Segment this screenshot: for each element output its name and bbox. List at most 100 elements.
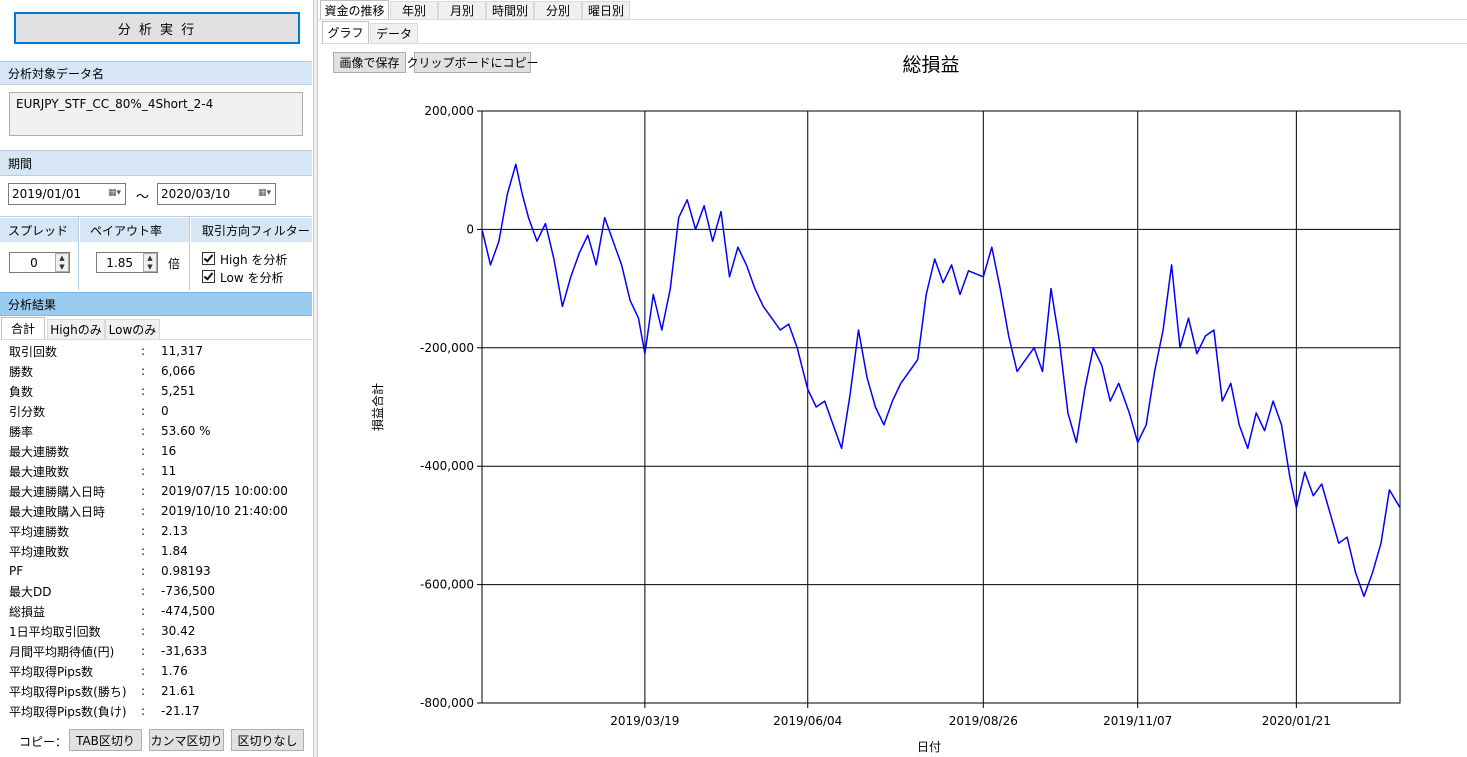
result-separator: : [141,444,146,458]
copy-tab-button[interactable]: TAB区切り [69,729,142,751]
y-tick-label: 0 [466,222,474,236]
result-row: 最大連敗購入日時: 2019/10/10 21:40:00 [9,501,288,521]
date-from-field[interactable]: 2019/01/01 ▦▾ [8,183,126,205]
y-tick-label: -800,000 [420,696,474,710]
result-value: -31,633 [161,644,208,658]
spread-header: スプレッド [0,218,78,242]
y-tick-label: -200,000 [420,341,474,355]
filter-low-label: Low を分析 [220,271,284,285]
filter-high-label: High を分析 [220,253,288,267]
payout-header: ペイアウト率 [80,218,189,242]
result-value: 5,251 [161,384,196,398]
date-to-field[interactable]: 2020/03/10 ▦▾ [157,183,276,205]
tab-balance[interactable]: 資金の推移 [320,0,389,19]
result-value: 2019/10/10 21:40:00 [161,504,288,518]
result-value: 1.76 [161,664,188,678]
panel-splitter[interactable] [313,0,318,757]
filter-low-checkbox[interactable]: Low を分析 [202,269,283,286]
result-separator: : [141,644,146,658]
y-tick-label: 200,000 [424,104,474,118]
result-value: 11,317 [161,344,203,358]
run-analysis-button[interactable]: 分 析 実 行 [14,12,300,44]
result-value: 2019/07/15 10:00:00 [161,484,288,498]
result-row: 負数: 5,251 [9,381,195,401]
period-tilde: ～ [136,190,150,205]
payout-stepper[interactable]: ▲ ▼ [143,253,157,272]
result-label: 月間平均期待値(円) [9,644,115,659]
subtab-graph[interactable]: グラフ [322,21,369,43]
result-row: 平均取得Pips数(負け): -21.17 [9,701,200,721]
data-name-field[interactable]: EURJPY_STF_CC_80%_4Short_2-4 [9,92,303,136]
result-value: -736,500 [161,584,215,598]
divider [189,216,190,290]
spread-input[interactable]: 0 [9,252,70,273]
result-label: 1日平均取引回数 [9,624,101,639]
checkbox-checked-icon[interactable] [202,270,215,283]
result-value: 1.84 [161,544,188,558]
tab-yearly[interactable]: 年別 [390,1,438,19]
result-tab-low[interactable]: Lowのみ [105,319,160,339]
result-separator: : [141,384,146,398]
result-value: 0 [161,404,169,418]
result-row: 勝率: 53.60 % [9,421,211,441]
checkbox-checked-icon[interactable] [202,252,215,265]
copy-none-button[interactable]: 区切りなし [231,729,304,751]
result-value: -474,500 [161,604,215,618]
result-separator: : [141,544,146,558]
x-tick-label: 2019/06/04 [773,714,842,728]
result-separator: : [141,464,146,478]
spread-stepper[interactable]: ▲ ▼ [55,253,69,272]
payout-value: 1.85 [106,255,133,270]
result-tab-total[interactable]: 合計 [1,317,45,339]
y-tick-label: -600,000 [420,578,474,592]
result-separator: : [141,704,146,718]
date-to-value: 2020/03/10 [161,187,231,201]
result-row: 平均取得Pips数(勝ち): 21.61 [9,681,195,701]
tab-underline [0,339,312,340]
result-separator: : [141,344,146,358]
copy-clipboard-button[interactable]: クリップボードにコピー [407,52,539,73]
tab-monthly[interactable]: 月別 [438,1,486,19]
result-separator: : [141,584,146,598]
filter-high-checkbox[interactable]: High を分析 [202,251,287,268]
result-separator: : [141,664,146,678]
series-line [481,163,1401,598]
result-row: 平均連敗数: 1.84 [9,541,188,561]
result-label: 平均取得Pips数 [9,664,94,679]
calendar-icon[interactable]: ▦▾ [107,188,121,198]
result-value: 21.61 [161,684,196,698]
result-label: 勝数 [9,364,34,379]
result-separator: : [141,624,146,638]
result-label: 最大連勝購入日時 [9,484,106,499]
result-value: 2.13 [161,524,188,538]
x-tick-label: 2019/08/26 [949,714,1018,728]
result-label: 平均取得Pips数(勝ち) [9,684,127,699]
result-label: 最大連敗購入日時 [9,504,106,519]
result-value: 0.98193 [161,564,211,578]
tab-hourly[interactable]: 時間別 [486,1,534,19]
copy-comma-button[interactable]: カンマ区切り [149,729,224,751]
tab-weekday[interactable]: 曜日別 [582,1,630,19]
result-separator: : [141,524,146,538]
data-name-header: 分析対象データ名 [0,61,312,85]
x-tick-label: 2020/01/21 [1262,714,1331,728]
x-axis-label: 日付 [917,740,941,754]
balance-chart: 総損益 200,000 0 -200,000 -400,000 -600,000 -800,… [370,54,1401,754]
subtab-data[interactable]: データ [370,23,418,43]
tab-minute[interactable]: 分別 [534,1,582,19]
calendar-icon[interactable]: ▦▾ [257,188,271,198]
result-label: 勝率 [9,424,34,439]
chart-title: 総損益 [902,54,959,76]
result-row: 総損益: -474,500 [9,601,215,621]
result-row: 最大連敗数: 11 [9,461,176,481]
result-separator: : [141,404,146,418]
result-row: 最大連勝数: 16 [9,441,176,461]
result-tab-high[interactable]: Highのみ [47,319,105,339]
save-image-button[interactable]: 画像で保存 [333,52,406,73]
payout-input[interactable]: 1.85 [96,252,158,273]
result-value: 6,066 [161,364,196,378]
result-label: 取引回数 [9,344,58,359]
plot-area [481,110,1401,704]
result-label: 平均取得Pips数(負け) [9,704,127,719]
y-tick-label: -400,000 [420,459,474,473]
